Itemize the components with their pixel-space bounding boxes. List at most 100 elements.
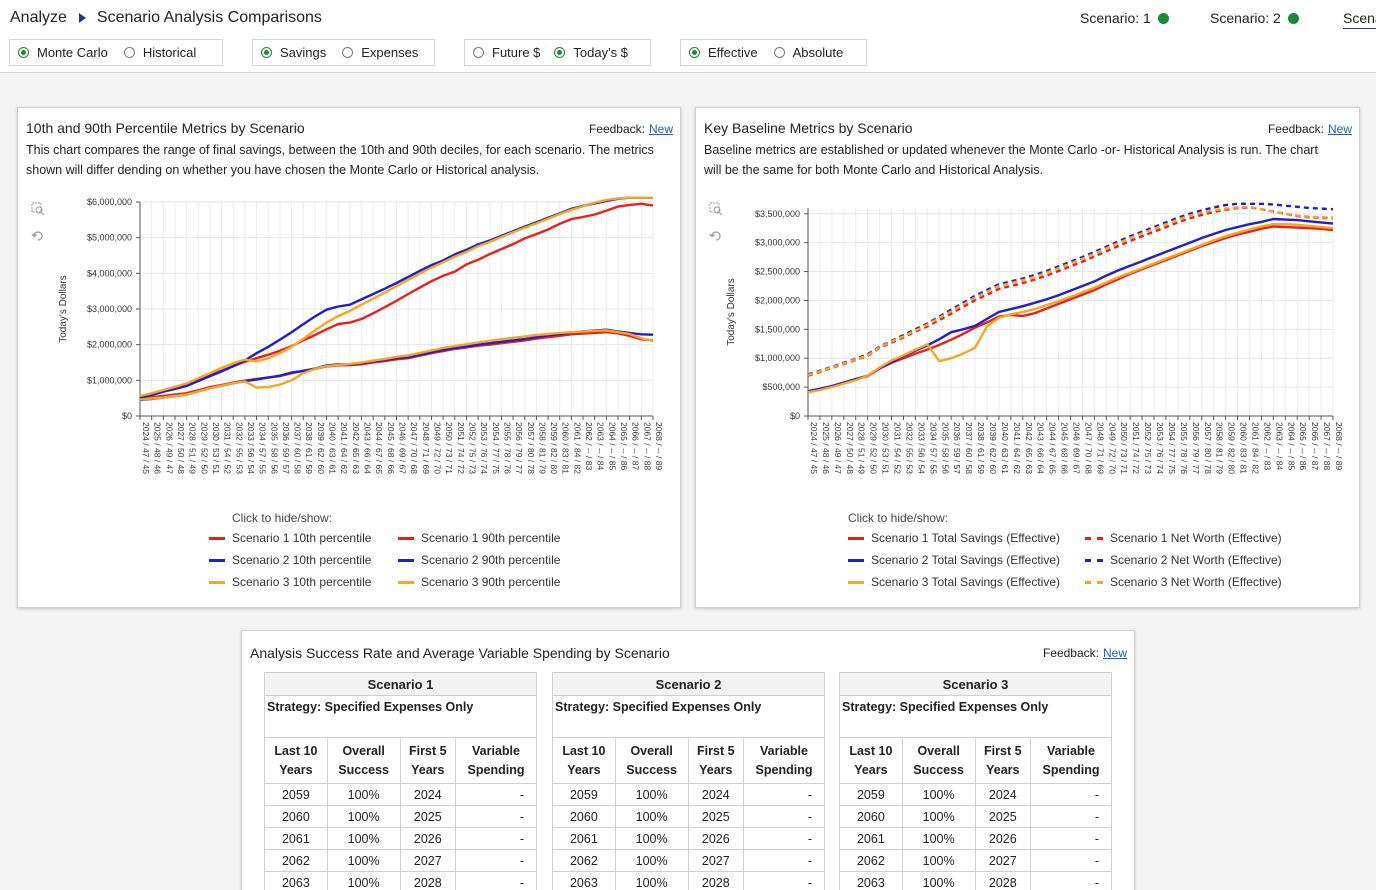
table-row: 2061 100% 2026- [264,827,537,850]
x-tick-label: 2059 / 82 / 80 [1227,422,1237,474]
table-cell: - [455,849,537,872]
y-tick-label: $0 [790,411,800,421]
table-cell: 2060 [552,805,616,828]
table-cell: 2026 [974,827,1032,850]
x-tick-label: 2050 / 73 / 71 [1119,422,1129,474]
table-cell: - [743,849,825,872]
scenario-1-status[interactable]: Scenario: 1 [1080,10,1169,26]
table-row: 2063 100% 2028- [839,871,1112,890]
x-tick-label: 2061 / 84 / 82 [1250,422,1260,474]
legend-swatch-icon [1085,580,1103,584]
legend-item[interactable]: Scenario 2 90th percentile [398,553,560,567]
todays-dollars-radio[interactable]: Today's $ [554,45,628,60]
table-scenario-header: Scenario 3 [839,672,1112,696]
x-tick-label: 2026 / 49 / 47 [164,422,174,474]
effective-radio[interactable]: Effective [689,45,758,60]
x-tick-label: 2024 / 47 / 45 [809,422,819,474]
x-tick-label: 2048 / 71 / 69 [421,422,431,474]
table-strategy: Strategy: Specified Expenses Only [839,695,1112,738]
table-cell: - [1030,871,1112,890]
series-line-5[interactable] [139,329,654,401]
table-strategy: Strategy: Specified Expenses Only [264,695,537,738]
card-description: Baseline metrics are established or upda… [704,143,1318,177]
legend-swatch-icon [209,536,225,540]
x-tick-label: 2065 / -- / 86 [1298,422,1308,470]
legend-item[interactable]: Scenario 3 Net Worth (Effective) [1085,575,1282,589]
status-dot-icon [1287,12,1299,24]
legend-item[interactable]: Scenario 3 90th percentile [398,575,560,589]
legend-label: Scenario 3 90th percentile [421,575,561,589]
table-column-header: Overall Success [901,737,976,784]
mode-toggle: Effective Absolute [680,39,867,66]
x-tick-label: 2043 / 66 / 64 [363,422,373,474]
series-line-6[interactable] [139,196,653,398]
legend-item[interactable]: Scenario 1 Net Worth (Effective) [1085,531,1282,545]
table-cell: - [455,871,537,890]
breadcrumb-root[interactable]: Analyze [10,9,67,26]
scenario-3-tab[interactable]: Scena [1343,10,1376,29]
legend-swatch-icon [398,580,414,584]
legend-item[interactable]: Scenario 2 Total Savings (Effective) [848,553,1060,567]
y-tick-label: $1,000,000 [87,375,132,385]
legend-item[interactable]: Scenario 3 10th percentile [209,575,371,589]
scenario-2-status[interactable]: Scenario: 2 [1210,10,1299,26]
x-tick-label: 2030 / 53 / 51 [211,422,221,474]
savings-radio[interactable]: Savings [261,45,326,60]
monte-carlo-radio[interactable]: Monte Carlo [18,45,108,60]
historical-radio[interactable]: Historical [123,45,196,60]
future-dollars-radio[interactable]: Future $ [473,45,540,60]
expenses-radio[interactable]: Expenses [342,45,418,60]
x-tick-label: 2039 / 62 / 60 [316,422,326,474]
x-tick-label: 2039 / 62 / 60 [988,422,998,474]
table-cell: - [455,827,537,850]
card-title: 10th and 90th Percentile Metrics by Scen… [26,120,305,136]
table-cell: 2061 [839,827,903,850]
x-tick-label: 2028 / 51 / 49 [188,422,198,474]
x-tick-label: 2049 / 72 / 70 [1107,422,1117,474]
table-row: 2060 100% 2025- [839,805,1112,828]
legend-item[interactable]: Scenario 1 10th percentile [209,531,371,545]
legend-title: Click to hide/show: [232,511,333,525]
breadcrumb-arrow-icon [78,13,86,23]
x-tick-label: 2030 / 53 / 51 [881,422,891,474]
x-tick-label: 2040 / 63 / 61 [328,422,338,474]
series-line-3[interactable] [807,222,1334,394]
legend-item[interactable]: Scenario 2 Net Worth (Effective) [1085,553,1282,567]
analysis-toggle: Monte Carlo Historical [9,39,223,66]
series-line-5[interactable] [807,202,1334,376]
grid [139,201,654,417]
table-cell: 2028 [399,871,457,890]
zoom-icon[interactable] [709,202,723,216]
series-line-2[interactable] [807,217,1334,393]
table-row: 2059 100% 2024- [264,783,537,806]
table-cell: 100% [614,783,689,806]
x-tick-label: 2027 / 50 / 48 [845,422,855,474]
x-tick-label: 2036 / 59 / 57 [281,422,291,474]
legend-item[interactable]: Scenario 2 10th percentile [209,553,371,567]
legend-item[interactable]: Scenario 3 Total Savings (Effective) [848,575,1060,589]
feedback: Feedback: New [1042,646,1127,660]
legend-swatch-icon [848,536,864,540]
x-tick-label: 2060 / 83 / 81 [561,422,571,474]
zoom-icon[interactable] [31,202,45,216]
table-column-header: Variable Spending [455,737,537,784]
y-tick-label: $500,000 [762,382,800,392]
table-cell: 2027 [974,849,1032,872]
table-cell: - [743,783,825,806]
reset-icon[interactable] [709,229,723,243]
feedback-new-link[interactable]: New [1327,122,1352,136]
series-line-6[interactable] [807,205,1334,377]
x-tick-label: 2067 / -- / 88 [642,422,652,470]
x-tick-label: 2054 / 77 / 75 [491,422,501,474]
absolute-radio[interactable]: Absolute [773,45,843,60]
page-title: Scenario Analysis Comparisons [96,9,322,26]
feedback-new-link[interactable]: New [648,122,673,136]
reset-icon[interactable] [31,229,45,243]
legend-item[interactable]: Scenario 1 90th percentile [398,531,560,545]
x-tick-label: 2031 / 54 / 52 [893,422,903,474]
feedback-new-link[interactable]: New [1102,646,1127,660]
table-cell: 2061 [264,827,328,850]
table-cell: - [455,805,537,828]
x-tick-label: 2029 / 52 / 50 [869,422,879,474]
legend-item[interactable]: Scenario 1 Total Savings (Effective) [848,531,1060,545]
